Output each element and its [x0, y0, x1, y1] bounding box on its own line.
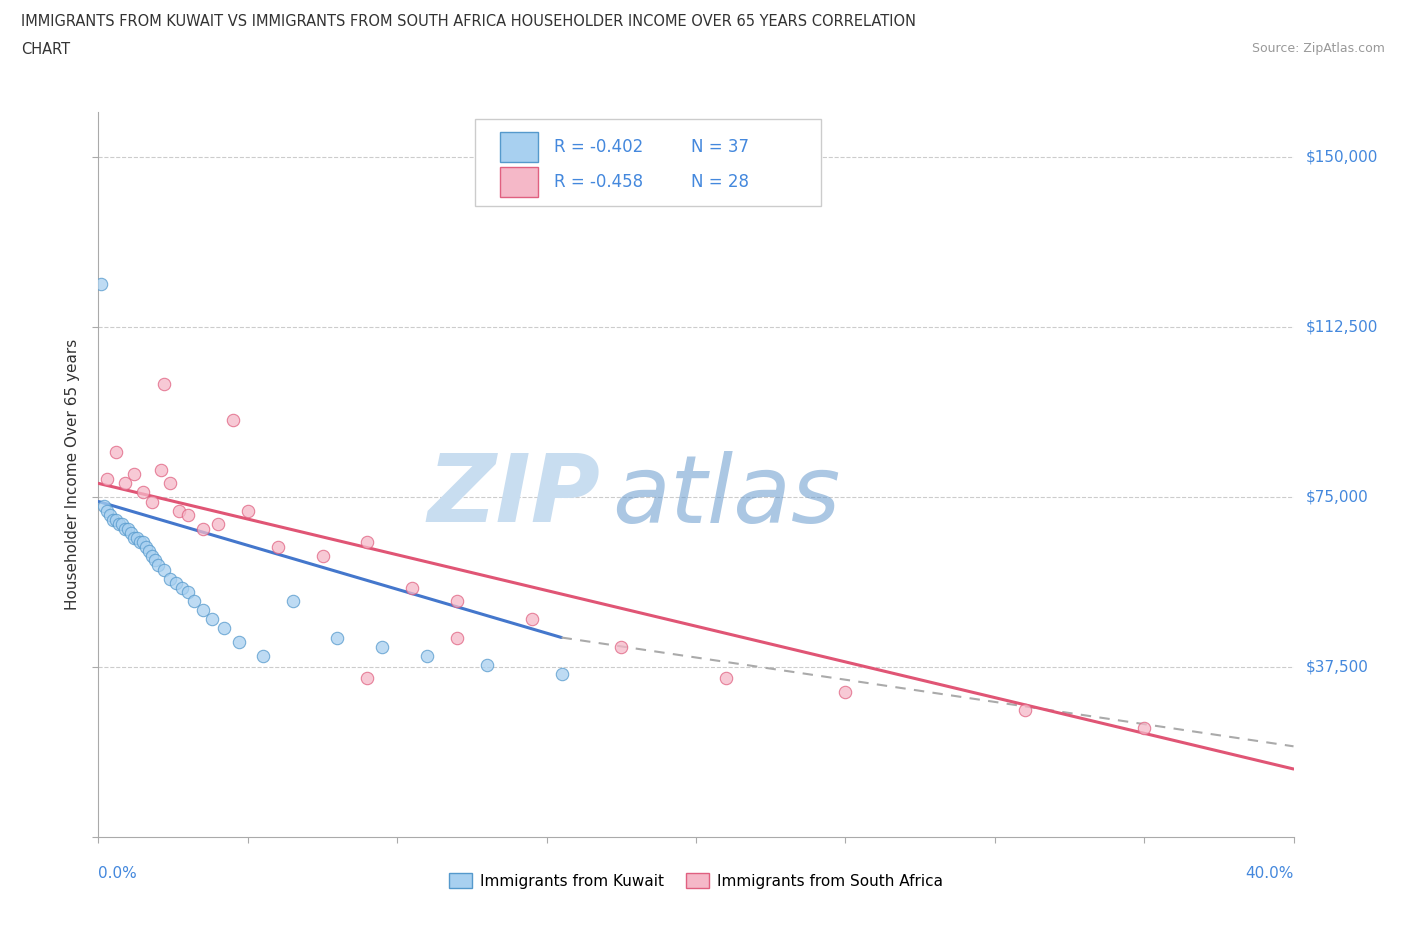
- Point: [326, 631, 349, 645]
- Point: [96, 503, 118, 518]
- Point: [153, 376, 176, 391]
- Point: [1133, 721, 1156, 736]
- Point: [129, 535, 152, 550]
- Point: [356, 535, 378, 550]
- Text: $75,000: $75,000: [1305, 489, 1368, 504]
- Point: [446, 594, 468, 609]
- Point: [114, 476, 136, 491]
- Point: [159, 571, 181, 586]
- Text: $150,000: $150,000: [1305, 150, 1378, 165]
- Point: [446, 631, 468, 645]
- Point: [96, 472, 118, 486]
- Point: [191, 603, 214, 618]
- Point: [212, 621, 235, 636]
- Point: [172, 580, 194, 595]
- Point: [416, 648, 439, 663]
- Point: [148, 558, 170, 573]
- Point: [159, 476, 181, 491]
- Point: [141, 494, 163, 509]
- Point: [90, 276, 112, 291]
- Point: [550, 666, 572, 681]
- Point: [1014, 703, 1036, 718]
- Text: N = 37: N = 37: [692, 139, 749, 156]
- Point: [138, 544, 160, 559]
- Point: [127, 530, 149, 545]
- Point: [98, 508, 122, 523]
- Point: [120, 525, 142, 540]
- FancyBboxPatch shape: [475, 119, 821, 206]
- Point: [267, 539, 290, 554]
- Point: [141, 549, 163, 564]
- Point: [124, 530, 146, 545]
- Point: [132, 535, 155, 550]
- Legend: Immigrants from Kuwait, Immigrants from South Africa: Immigrants from Kuwait, Immigrants from …: [443, 867, 949, 895]
- Point: [124, 467, 146, 482]
- Point: [183, 594, 205, 609]
- Text: N = 28: N = 28: [692, 173, 749, 191]
- Point: [150, 462, 173, 477]
- Point: [475, 658, 498, 672]
- Point: [714, 671, 737, 685]
- Point: [401, 580, 423, 595]
- Point: [520, 612, 543, 627]
- Text: 40.0%: 40.0%: [1246, 866, 1294, 881]
- FancyBboxPatch shape: [501, 166, 538, 197]
- Point: [834, 684, 856, 699]
- Point: [177, 508, 200, 523]
- Point: [191, 521, 214, 536]
- Point: [143, 553, 166, 568]
- Text: atlas: atlas: [612, 450, 841, 541]
- Point: [356, 671, 378, 685]
- Point: [105, 445, 128, 459]
- Text: Source: ZipAtlas.com: Source: ZipAtlas.com: [1251, 42, 1385, 55]
- Point: [371, 639, 394, 654]
- Point: [108, 517, 131, 532]
- Point: [281, 594, 304, 609]
- Text: CHART: CHART: [21, 42, 70, 57]
- Text: $37,500: $37,500: [1305, 659, 1368, 674]
- Text: $112,500: $112,500: [1305, 319, 1378, 335]
- Point: [252, 648, 274, 663]
- Point: [117, 521, 139, 536]
- Point: [111, 517, 134, 532]
- Point: [114, 521, 136, 536]
- Point: [610, 639, 633, 654]
- Point: [165, 576, 187, 591]
- Text: ZIP: ZIP: [427, 450, 600, 542]
- Point: [207, 517, 229, 532]
- Text: R = -0.402: R = -0.402: [554, 139, 643, 156]
- Point: [167, 503, 190, 518]
- Point: [105, 512, 128, 527]
- Point: [222, 413, 245, 428]
- Point: [132, 485, 155, 500]
- Point: [177, 585, 200, 600]
- Point: [236, 503, 259, 518]
- Y-axis label: Householder Income Over 65 years: Householder Income Over 65 years: [65, 339, 80, 610]
- Point: [103, 512, 125, 527]
- Point: [201, 612, 224, 627]
- Point: [228, 634, 250, 649]
- Point: [311, 549, 333, 564]
- Text: IMMIGRANTS FROM KUWAIT VS IMMIGRANTS FROM SOUTH AFRICA HOUSEHOLDER INCOME OVER 6: IMMIGRANTS FROM KUWAIT VS IMMIGRANTS FRO…: [21, 14, 917, 29]
- Point: [93, 498, 115, 513]
- FancyBboxPatch shape: [501, 132, 538, 163]
- Text: 0.0%: 0.0%: [98, 866, 138, 881]
- Point: [135, 539, 157, 554]
- Text: R = -0.458: R = -0.458: [554, 173, 643, 191]
- Point: [153, 562, 176, 577]
